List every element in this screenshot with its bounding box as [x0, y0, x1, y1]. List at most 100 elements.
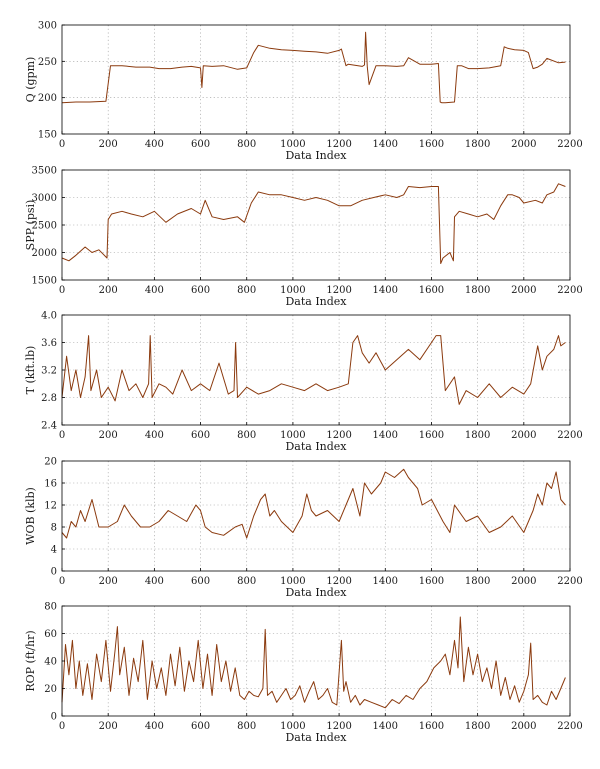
- plot-frame: [61, 24, 571, 135]
- x-tick-label: 1400: [373, 430, 398, 441]
- x-tick-label: 0: [59, 721, 65, 732]
- x-tick-label: 600: [191, 576, 210, 587]
- x-tick-label: 1800: [465, 285, 490, 296]
- x-tick-label: 400: [145, 576, 164, 587]
- x-tick-label: 200: [99, 576, 118, 587]
- x-tick-label: 1800: [465, 721, 490, 732]
- y-tick-label: 3000: [32, 193, 57, 204]
- x-tick-label: 800: [237, 576, 256, 587]
- y-tick-label: 60: [44, 629, 57, 640]
- chart-panel-1: 0 200 400 600 800 1000 1200 1400 1600 1800 2000 220…: [24, 21, 583, 163]
- x-axis-title: Data Index: [285, 149, 347, 162]
- y-tick-label: 250: [38, 57, 57, 68]
- x-tick-label: 2000: [511, 721, 536, 732]
- series-line-1: [61, 31, 566, 104]
- y-tick-label: 300: [38, 21, 57, 32]
- y-tick-label: 3.2: [41, 366, 57, 377]
- y-tick-label: 200: [38, 93, 57, 104]
- x-tick-label: 0: [59, 139, 65, 150]
- x-tick-label: 1000: [280, 576, 305, 587]
- x-tick-label: 800: [237, 430, 256, 441]
- x-tick-label: 600: [191, 721, 210, 732]
- x-axis-title: Data Index: [285, 440, 347, 453]
- series-line-5: [61, 616, 566, 709]
- x-tick-label: 1200: [326, 576, 351, 587]
- y-tick-label: 80: [44, 602, 57, 613]
- x-tick-label: 1400: [373, 139, 398, 150]
- y-tick-label: 20: [44, 457, 57, 468]
- series-line-2: [61, 183, 566, 264]
- chart-panel-4: 0 200 400 600 800 1000 1200 1400 1600 1800 2000 220…: [24, 457, 583, 600]
- x-tick-label: 400: [145, 721, 164, 732]
- chart-panel-2: 0 200 400 600 800 1000 1200 1400 1600 1800 2000 220…: [24, 166, 583, 309]
- x-tick-label: 1000: [280, 285, 305, 296]
- x-tick-label: 400: [145, 430, 164, 441]
- y-tick-label: 150: [38, 130, 57, 141]
- y-axis-title: WOB (klb): [24, 487, 37, 545]
- x-tick-label: 0: [59, 285, 65, 296]
- x-tick-label: 1800: [465, 430, 490, 441]
- x-tick-label: 1000: [280, 139, 305, 150]
- x-tick-label: 200: [99, 430, 118, 441]
- y-tick-label: 40: [44, 657, 57, 668]
- x-tick-label: 2200: [557, 139, 582, 150]
- x-tick-label: 2200: [557, 430, 582, 441]
- y-axis-title: ROP (ft/hr): [24, 630, 37, 691]
- y-tick-label: 0: [51, 567, 57, 578]
- x-tick-label: 1200: [326, 721, 351, 732]
- x-tick-label: 400: [145, 285, 164, 296]
- y-axis-title: Q (gpm): [24, 57, 37, 103]
- series-line-3: [61, 335, 566, 405]
- x-tick-label: 200: [99, 139, 118, 150]
- x-tick-label: 400: [145, 139, 164, 150]
- series-line-4: [61, 468, 566, 539]
- x-tick-label: 2200: [557, 721, 582, 732]
- x-tick-label: 800: [237, 285, 256, 296]
- y-tick-label: 2500: [32, 221, 57, 232]
- x-tick-label: 1400: [373, 285, 398, 296]
- x-tick-label: 1600: [419, 721, 444, 732]
- y-tick-label: 0: [51, 712, 57, 723]
- chart-panel-3: 0 200 400 600 800 1000 1200 1400 1600 1800 2000 220…: [24, 311, 583, 454]
- x-tick-label: 1800: [465, 576, 490, 587]
- plot-frame: [61, 460, 571, 572]
- x-tick-label: 600: [191, 285, 210, 296]
- x-axis-title: Data Index: [285, 295, 347, 308]
- x-tick-label: 1400: [373, 721, 398, 732]
- x-tick-label: 0: [59, 576, 65, 587]
- x-tick-label: 600: [191, 139, 210, 150]
- y-tick-label: 3.6: [41, 338, 57, 349]
- x-tick-label: 2200: [557, 576, 582, 587]
- x-tick-label: 1000: [280, 430, 305, 441]
- y-tick-label: 2000: [32, 248, 57, 259]
- x-tick-label: 1600: [419, 139, 444, 150]
- x-tick-label: 2000: [511, 430, 536, 441]
- x-tick-label: 1200: [326, 430, 351, 441]
- x-tick-label: 200: [99, 721, 118, 732]
- y-tick-label: 1500: [32, 276, 57, 287]
- x-tick-label: 1200: [326, 139, 351, 150]
- y-axis-title: SPP (psi): [24, 200, 37, 251]
- x-axis-title: Data Index: [285, 731, 347, 744]
- y-tick-label: 16: [44, 479, 57, 490]
- x-tick-label: 800: [237, 721, 256, 732]
- y-axis-title: T (kft.lb): [24, 346, 37, 395]
- y-tick-label: 20: [44, 684, 57, 695]
- y-tick-label: 3500: [32, 166, 57, 177]
- x-tick-label: 1200: [326, 285, 351, 296]
- x-tick-label: 2000: [511, 139, 536, 150]
- x-tick-label: 1600: [419, 430, 444, 441]
- y-tick-label: 2.8: [41, 393, 57, 404]
- y-tick-label: 4: [51, 545, 57, 556]
- x-tick-label: 2000: [511, 285, 536, 296]
- x-tick-label: 1800: [465, 139, 490, 150]
- y-tick-label: 4.0: [41, 311, 57, 322]
- y-tick-label: 2.4: [41, 421, 57, 432]
- x-tick-label: 600: [191, 430, 210, 441]
- x-tick-label: 1600: [419, 576, 444, 587]
- x-tick-label: 2000: [511, 576, 536, 587]
- x-tick-label: 200: [99, 285, 118, 296]
- x-tick-label: 1600: [419, 285, 444, 296]
